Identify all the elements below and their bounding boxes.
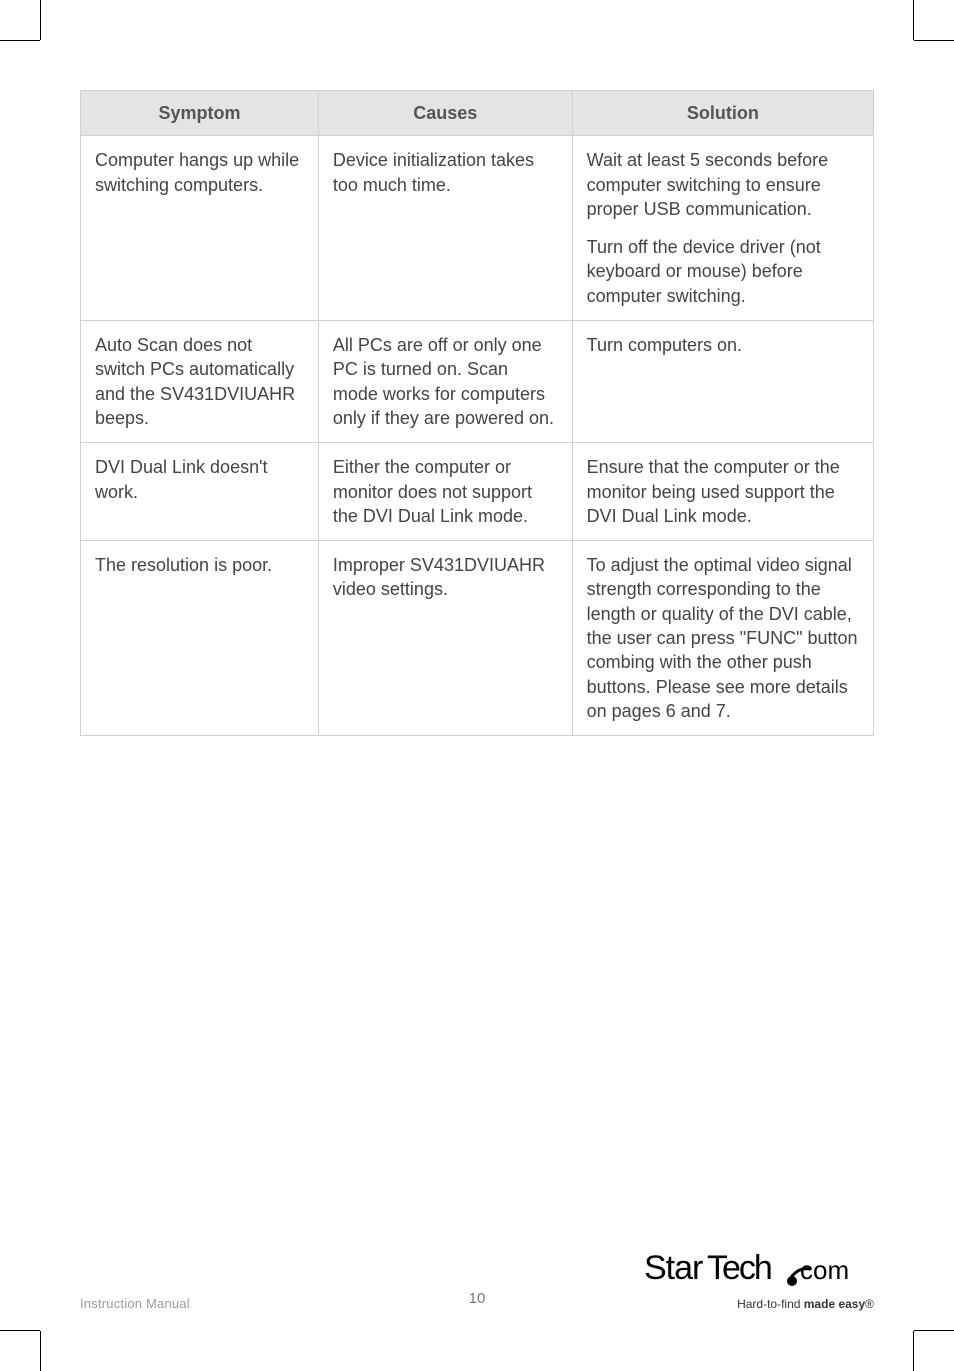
cell-solution: Ensure that the computer or the monitor …	[572, 443, 873, 541]
crop-mark	[40, 0, 41, 40]
solution-paragraph: Wait at least 5 seconds before computer …	[587, 148, 859, 221]
cell-symptom: Auto Scan does not switch PCs automatica…	[81, 321, 319, 443]
crop-mark	[914, 1330, 954, 1331]
svg-text:com: com	[800, 1255, 849, 1285]
col-header-symptom: Symptom	[81, 91, 319, 136]
table-header-row: Symptom Causes Solution	[81, 91, 874, 136]
table-row: DVI Dual Link doesn't work. Either the c…	[81, 443, 874, 541]
crop-mark	[913, 1331, 914, 1371]
cell-solution: Wait at least 5 seconds before computer …	[572, 136, 873, 321]
page-number: 10	[469, 1290, 486, 1307]
table-row: Auto Scan does not switch PCs automatica…	[81, 321, 874, 443]
table-row: Computer hangs up while switching comput…	[81, 136, 874, 321]
solution-paragraph: Turn computers on.	[587, 333, 859, 357]
brand-tagline: Hard-to-find made easy®	[644, 1297, 874, 1311]
instruction-manual-label: Instruction Manual	[80, 1296, 190, 1311]
col-header-causes: Causes	[318, 91, 572, 136]
page-root: Symptom Causes Solution Computer hangs u…	[0, 0, 954, 1371]
tagline-bold: made easy	[804, 1297, 865, 1311]
solution-paragraph: Turn off the device driver (not keyboard…	[587, 235, 859, 308]
tagline-prefix: Hard-to-find	[737, 1297, 804, 1311]
crop-mark	[913, 0, 914, 40]
cell-causes: Device initialization takes too much tim…	[318, 136, 572, 321]
solution-paragraph: Ensure that the computer or the monitor …	[587, 455, 859, 528]
crop-mark	[40, 1331, 41, 1371]
cell-causes: All PCs are off or only one PC is turned…	[318, 321, 572, 443]
tagline-suffix: ®	[865, 1297, 874, 1311]
col-header-solution: Solution	[572, 91, 873, 136]
cell-causes: Either the computer or monitor does not …	[318, 443, 572, 541]
cell-symptom: The resolution is poor.	[81, 541, 319, 736]
crop-mark	[0, 1330, 40, 1331]
svg-text:Star: Star	[644, 1249, 703, 1287]
table-row: The resolution is poor. Improper SV431DV…	[81, 541, 874, 736]
cell-symptom: Computer hangs up while switching comput…	[81, 136, 319, 321]
crop-mark	[914, 40, 954, 41]
startech-logo-icon: Star Tech com	[644, 1247, 874, 1293]
cell-solution: To adjust the optimal video signal stren…	[572, 541, 873, 736]
troubleshooting-table: Symptom Causes Solution Computer hangs u…	[80, 90, 874, 736]
solution-paragraph: To adjust the optimal video signal stren…	[587, 553, 859, 723]
cell-causes: Improper SV431DVIUAHR video settings.	[318, 541, 572, 736]
page-footer: Instruction Manual 10 Star Tech com Hard…	[80, 1247, 874, 1311]
svg-text:Tech: Tech	[707, 1249, 771, 1287]
crop-mark	[0, 40, 40, 41]
cell-solution: Turn computers on.	[572, 321, 873, 443]
brand-logo: Star Tech com Hard-to-find made easy®	[644, 1247, 874, 1311]
cell-symptom: DVI Dual Link doesn't work.	[81, 443, 319, 541]
